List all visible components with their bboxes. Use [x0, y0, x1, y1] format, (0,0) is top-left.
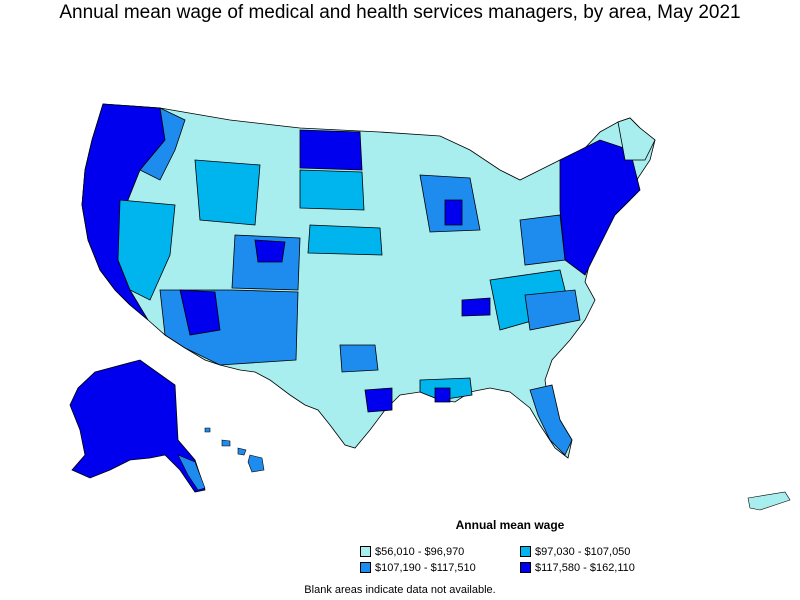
legend-label-1: $56,010 - $96,970	[375, 546, 465, 558]
mountain-north	[194, 159, 261, 226]
continental-us	[81, 103, 656, 459]
legend-swatch-3	[360, 561, 371, 573]
footnote: Blank areas indicate data not available.	[304, 584, 496, 596]
legend-swatch-4	[520, 561, 531, 573]
legend-swatch-2	[520, 545, 531, 557]
legend-item-1: $56,010 - $96,970	[360, 545, 464, 559]
texas-dallas	[339, 344, 379, 373]
mid-atlantic	[519, 214, 566, 266]
colorado-metro	[254, 239, 286, 263]
new-orleans	[434, 387, 451, 403]
carolinas	[524, 289, 581, 331]
legend-label-2: $97,030 - $107,050	[535, 546, 631, 558]
north-dakota	[299, 129, 363, 171]
legend-item-4: $117,580 - $162,110	[520, 561, 635, 575]
chicago	[444, 199, 463, 226]
florida	[529, 384, 573, 456]
puerto-rico	[747, 491, 791, 511]
hawaii	[204, 427, 265, 473]
legend-label-4: $117,580 - $162,110	[535, 562, 635, 574]
nevada-region	[117, 199, 176, 301]
legend-item-3: $107,190 - $117,510	[360, 561, 476, 575]
tennessee	[461, 297, 491, 317]
legend-title: Annual mean wage	[455, 518, 565, 532]
texas-houston	[364, 387, 393, 413]
map-title: Annual mean wage of medical and health s…	[59, 2, 741, 23]
southwest	[159, 289, 299, 366]
legend-item-2: $97,030 - $107,050	[520, 545, 630, 559]
south-dakota	[299, 169, 365, 211]
legend-label-3: $107,190 - $117,510	[375, 562, 476, 574]
interior-northwest	[139, 107, 186, 181]
legend-swatch-1	[360, 545, 371, 557]
alaska	[69, 359, 206, 493]
arizona-metro	[179, 289, 221, 336]
alaska-southeast	[177, 454, 206, 491]
maine	[617, 117, 656, 161]
plains	[307, 224, 383, 256]
